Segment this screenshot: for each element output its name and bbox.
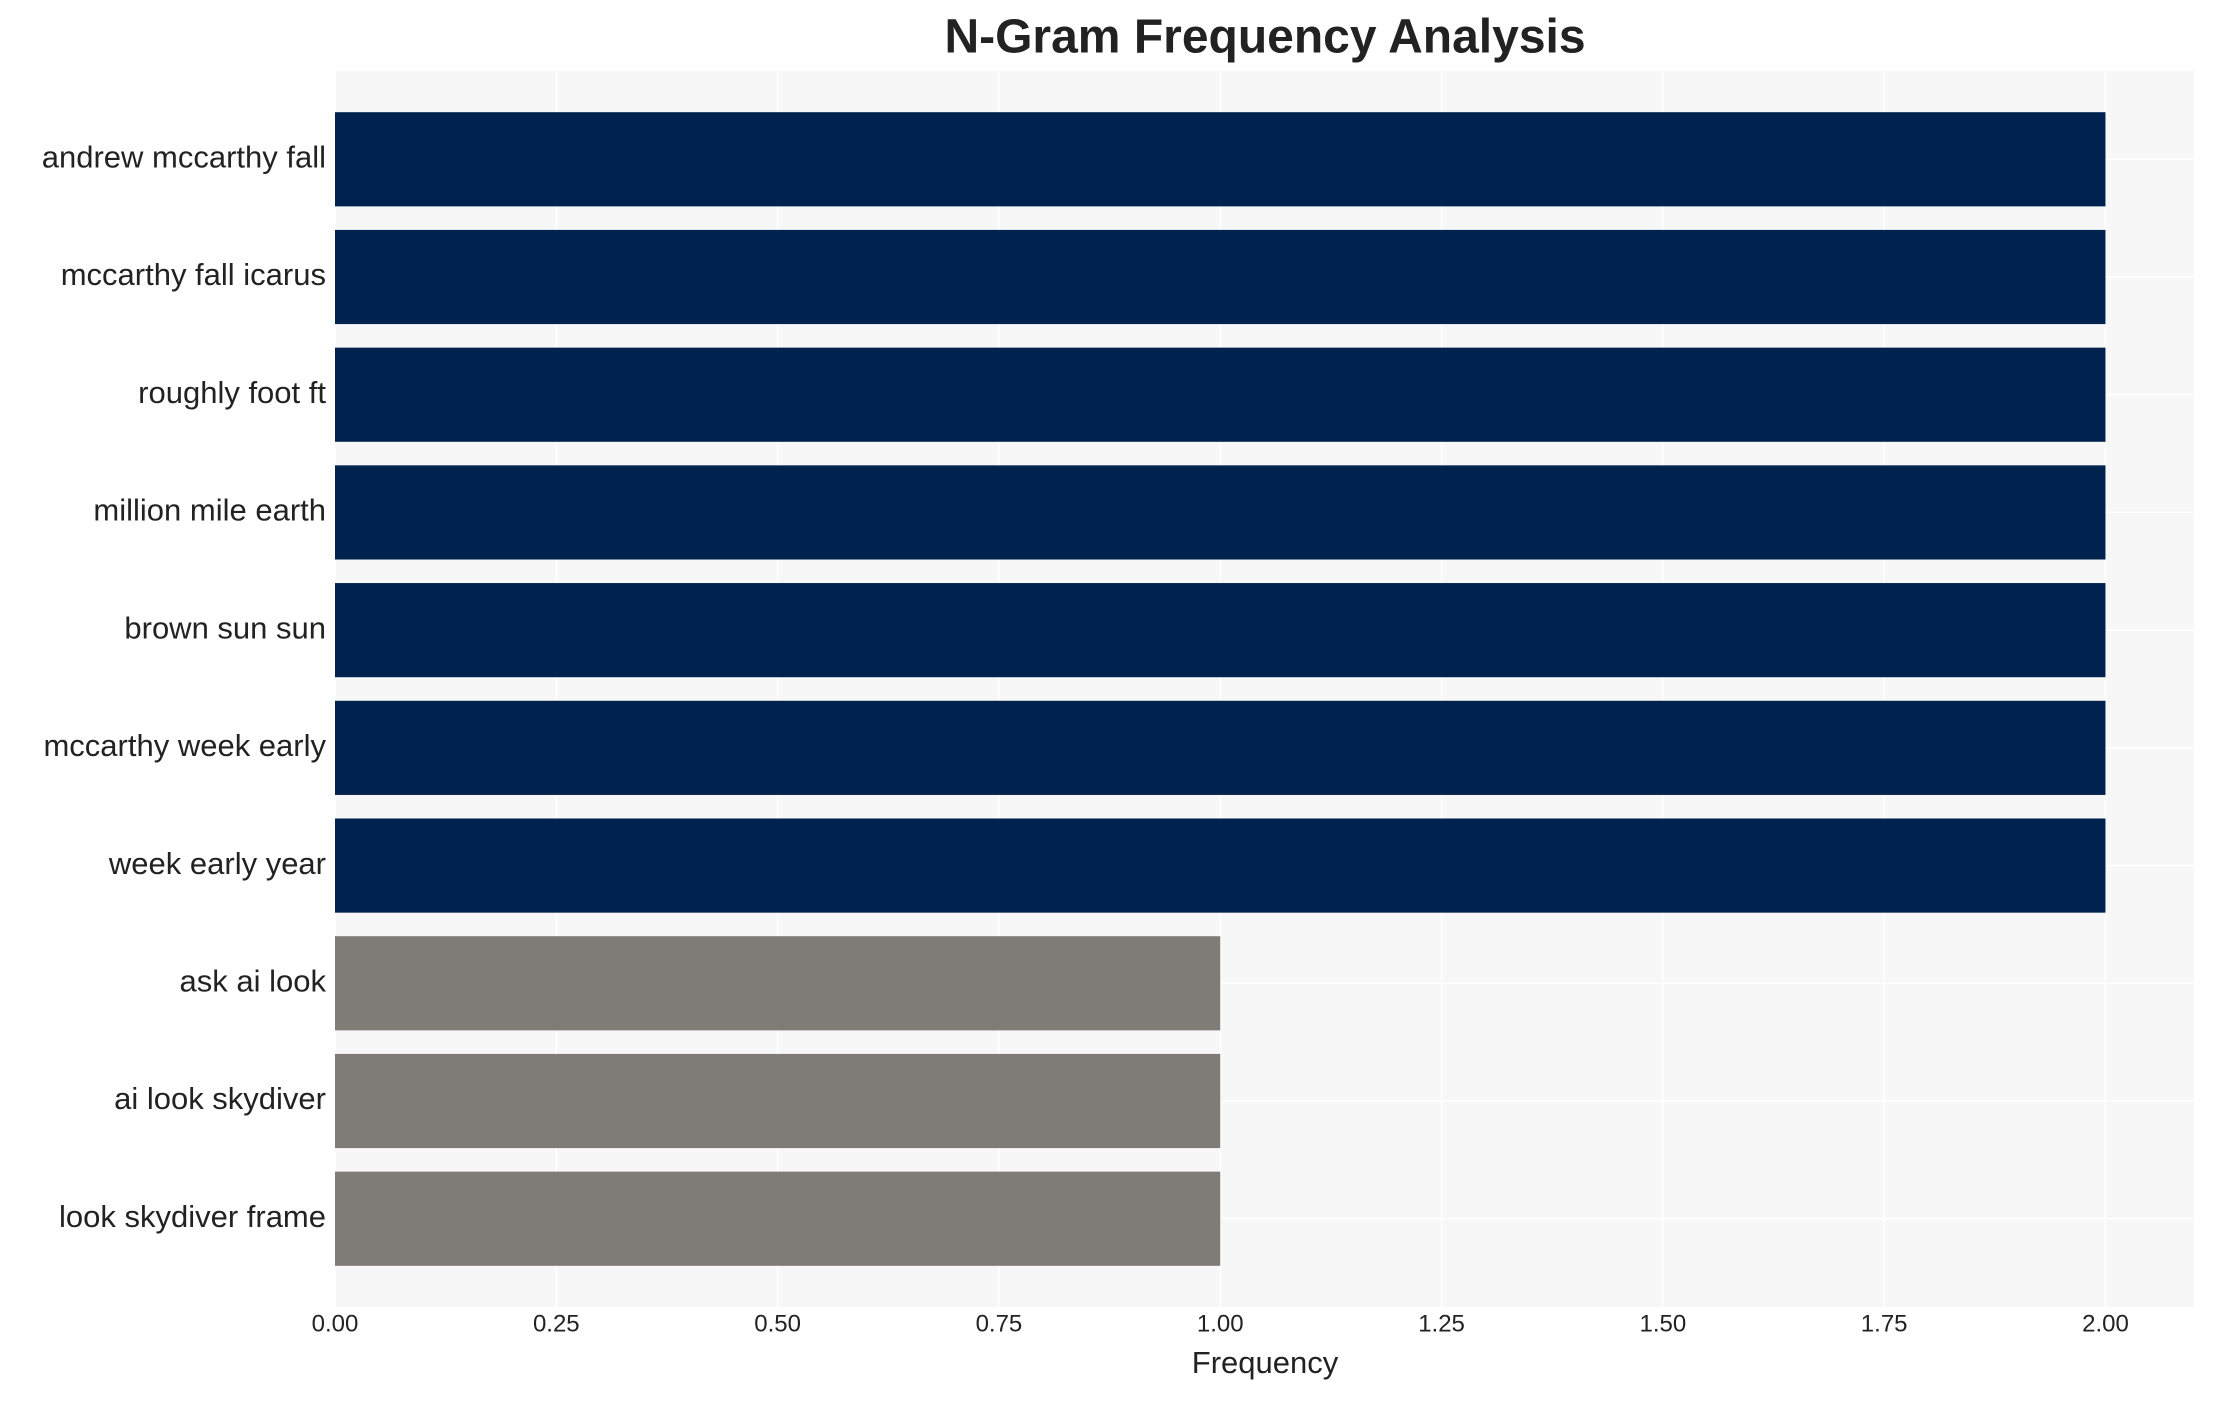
x-tick-label: 0.25 — [533, 1310, 580, 1337]
bar — [335, 700, 2106, 795]
chart-title: N-Gram Frequency Analysis — [944, 11, 1585, 64]
bar — [335, 818, 2106, 913]
x-tick-label: 0.00 — [312, 1310, 359, 1337]
bar — [335, 347, 2106, 442]
bar — [335, 229, 2106, 325]
y-tick-label: andrew mccarthy fall — [42, 139, 326, 174]
y-tick-label: brown sun sun — [124, 610, 326, 645]
bar — [335, 112, 2106, 207]
y-tick-label: ask ai look — [180, 963, 327, 998]
x-tick-label: 1.75 — [1861, 1310, 1908, 1337]
x-tick-label: 0.50 — [754, 1310, 801, 1337]
bar — [335, 1171, 1221, 1266]
y-tick-label: mccarthy week early — [43, 728, 326, 763]
bar — [335, 1053, 1221, 1149]
y-tick-label: look skydiver frame — [59, 1199, 326, 1234]
x-axis-label: Frequency — [1192, 1345, 1339, 1380]
x-tick-label: 2.00 — [2082, 1310, 2129, 1337]
bar — [335, 465, 2106, 560]
y-tick-label: million mile earth — [93, 493, 326, 528]
x-tick-label: 1.00 — [1197, 1310, 1244, 1337]
bar — [335, 583, 2106, 678]
x-tick-label: 1.25 — [1418, 1310, 1465, 1337]
bar — [335, 936, 1221, 1031]
y-tick-label: mccarthy fall icarus — [61, 257, 326, 292]
y-tick-label: week early year — [108, 846, 326, 881]
y-tick-label: roughly foot ft — [138, 375, 326, 410]
x-tick-label: 0.75 — [976, 1310, 1023, 1337]
y-tick-label: ai look skydiver — [114, 1081, 326, 1116]
x-tick-label: 1.50 — [1639, 1310, 1686, 1337]
